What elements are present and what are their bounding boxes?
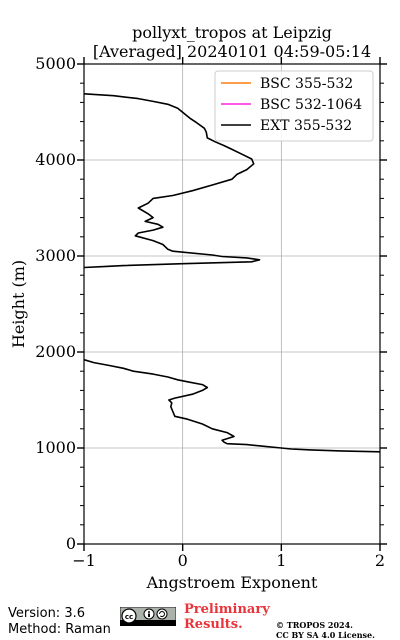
y-tick-label: 1000 bbox=[35, 438, 76, 457]
legend-label-ext-355-532: EXT 355-532 bbox=[260, 118, 352, 134]
series-line-ext-355-532 bbox=[83, 93, 261, 269]
legend-label-bsc-532-1064: BSC 532-1064 bbox=[260, 97, 362, 113]
preliminary-line-2: Results. bbox=[184, 617, 243, 632]
chart-title: pollyxt_tropos at Leipzig bbox=[132, 23, 332, 42]
x-tick-label: 1 bbox=[276, 551, 286, 570]
legend: BSC 355-532 BSC 532-1064 EXT 355-532 bbox=[214, 70, 374, 142]
y-tick-label: 3000 bbox=[35, 246, 76, 265]
copyright-notice: © TROPOS 2024. CC BY SA 4.0 License. bbox=[276, 620, 375, 640]
x-tick-label: −1 bbox=[72, 551, 96, 570]
x-tick-label: 2 bbox=[375, 551, 385, 570]
sa-icon bbox=[156, 608, 168, 620]
copyright-line-2: CC BY SA 4.0 License. bbox=[276, 630, 375, 640]
y-tick-label: 5000 bbox=[35, 54, 76, 73]
preliminary-line-1: Preliminary bbox=[184, 602, 270, 617]
legend-box bbox=[214, 70, 374, 142]
y-tick-label: 2000 bbox=[35, 342, 76, 361]
chart-subtitle: [Averaged] 20240101 04:59-05:14 bbox=[93, 42, 371, 61]
x-tick-label: 0 bbox=[178, 551, 188, 570]
grid bbox=[84, 64, 380, 544]
legend-label-bsc-355-532: BSC 355-532 bbox=[260, 76, 353, 92]
y-tick-label: 4000 bbox=[35, 150, 76, 169]
y-tick-labels: 0 1000 2000 3000 4000 5000 bbox=[35, 54, 76, 553]
axis-ticks bbox=[77, 57, 387, 551]
y-axis-label: Height (m) bbox=[9, 260, 28, 348]
cc-icon bbox=[121, 608, 137, 624]
preliminary-results-text: Preliminary Results. bbox=[184, 602, 270, 632]
x-axis-label: Angstroem Exponent bbox=[146, 573, 318, 592]
x-tick-labels: −1 0 1 2 bbox=[72, 551, 385, 570]
y-tick-label: 0 bbox=[66, 534, 76, 553]
copyright-line-1: © TROPOS 2024. bbox=[276, 620, 353, 630]
cc-by-sa-badge: cc bbox=[120, 607, 176, 626]
version-text: Version: 3.6 bbox=[8, 606, 85, 621]
series-line-ext-355-532 bbox=[83, 358, 381, 453]
method-text: Method: Raman bbox=[8, 622, 111, 637]
series-lines bbox=[83, 93, 381, 453]
cc-icon-label: cc bbox=[125, 613, 133, 621]
plot-frame bbox=[83, 63, 381, 545]
